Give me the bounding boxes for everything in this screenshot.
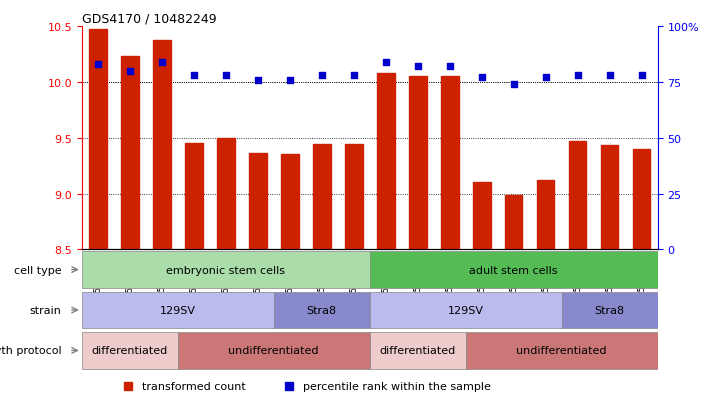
Text: cell type: cell type: [14, 265, 62, 275]
Text: strain: strain: [30, 305, 62, 315]
Text: 129SV: 129SV: [448, 305, 483, 315]
Point: [508, 81, 520, 88]
Text: GDS4170 / 10482249: GDS4170 / 10482249: [82, 13, 216, 26]
Bar: [82, 252, 370, 288]
Bar: [217, 138, 235, 250]
Point: [444, 64, 456, 70]
Bar: [409, 77, 427, 250]
Bar: [562, 292, 658, 328]
Point: [572, 73, 584, 79]
Point: [604, 73, 616, 79]
Bar: [82, 332, 178, 369]
Bar: [537, 180, 555, 250]
Point: [316, 73, 327, 79]
Text: adult stem cells: adult stem cells: [469, 265, 558, 275]
Text: growth protocol: growth protocol: [0, 346, 62, 356]
Text: differentiated: differentiated: [380, 346, 456, 356]
Point: [284, 77, 296, 84]
Point: [636, 73, 648, 79]
Bar: [569, 142, 587, 250]
Text: transformed count: transformed count: [142, 381, 246, 391]
Bar: [370, 332, 466, 369]
Point: [540, 75, 552, 81]
Point: [188, 73, 199, 79]
Bar: [121, 57, 139, 250]
Point: [380, 59, 392, 66]
Bar: [473, 183, 491, 250]
Bar: [178, 332, 370, 369]
Bar: [377, 74, 395, 250]
Bar: [82, 292, 274, 328]
Text: undifferentiated: undifferentiated: [516, 346, 607, 356]
Bar: [441, 77, 459, 250]
Text: Stra8: Stra8: [594, 305, 625, 315]
Bar: [466, 332, 658, 369]
Bar: [370, 292, 562, 328]
Text: Stra8: Stra8: [306, 305, 337, 315]
Bar: [313, 145, 331, 250]
Point: [252, 77, 264, 84]
Bar: [274, 292, 370, 328]
Bar: [601, 146, 619, 250]
Bar: [370, 252, 658, 288]
Bar: [505, 195, 523, 250]
Text: embryonic stem cells: embryonic stem cells: [166, 265, 285, 275]
Text: percentile rank within the sample: percentile rank within the sample: [304, 381, 491, 391]
Point: [476, 75, 488, 81]
Point: [220, 73, 232, 79]
Bar: [153, 41, 171, 250]
Point: [348, 73, 360, 79]
Text: 129SV: 129SV: [160, 305, 196, 315]
Bar: [89, 30, 107, 250]
Text: differentiated: differentiated: [92, 346, 168, 356]
Bar: [281, 155, 299, 250]
Point: [124, 68, 135, 75]
Bar: [345, 145, 363, 250]
Point: [92, 62, 104, 68]
Point: [156, 59, 168, 66]
Bar: [185, 144, 203, 250]
Text: undifferentiated: undifferentiated: [228, 346, 319, 356]
Bar: [249, 154, 267, 250]
Bar: [633, 150, 651, 250]
Point: [412, 64, 424, 70]
